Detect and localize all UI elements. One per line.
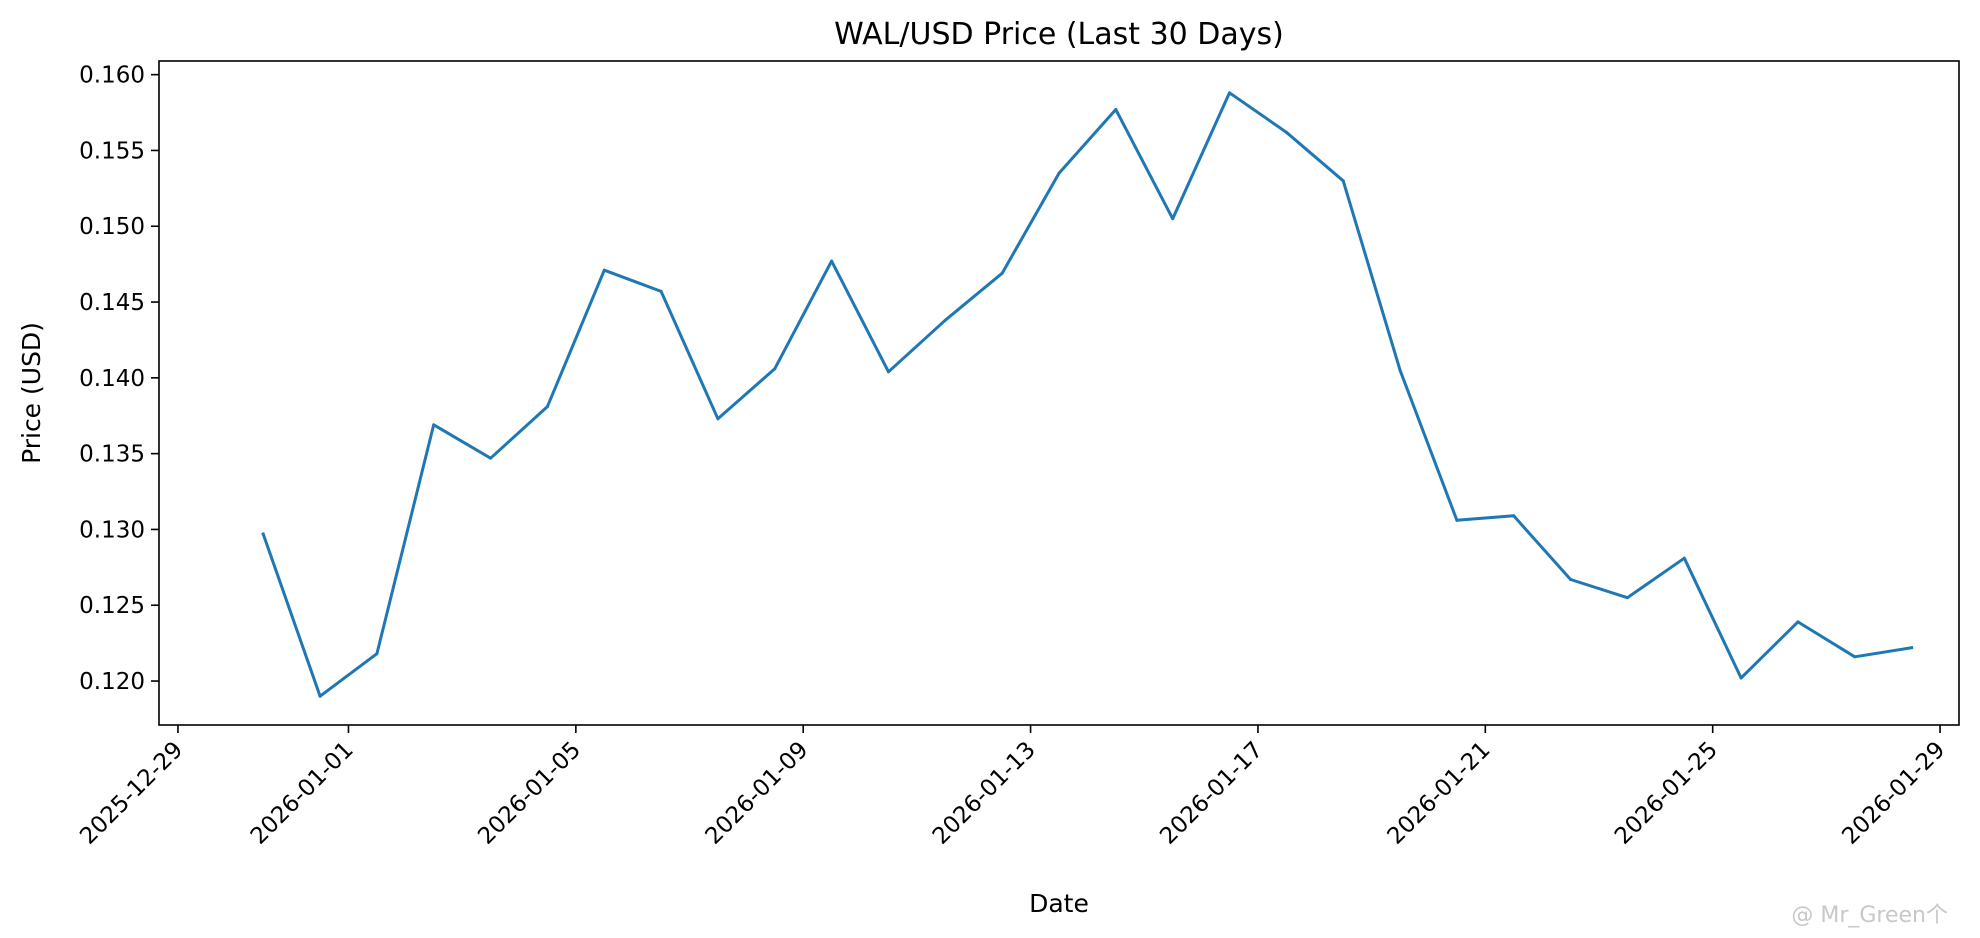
data-point	[1398, 368, 1402, 372]
data-point	[830, 259, 834, 263]
x-axis: 2025-12-29 2026-01-01 2026-01-05 2026-01-09…	[75, 725, 1950, 850]
data-point	[1512, 514, 1516, 518]
x-tick-label: 2026-01-05	[473, 737, 586, 850]
data-point	[1455, 518, 1459, 522]
data-point	[261, 532, 265, 536]
y-tick-label: 0.160	[79, 63, 145, 89]
data-point	[1910, 646, 1914, 650]
y-tick-label: 0.135	[79, 442, 145, 468]
data-point	[375, 652, 379, 656]
data-point	[1569, 577, 1573, 581]
y-axis-label: Price (USD)	[17, 322, 46, 464]
data-point	[318, 694, 322, 698]
data-point	[1853, 655, 1857, 659]
data-point	[1796, 620, 1800, 624]
data-point	[1000, 271, 1004, 275]
price-series-line	[261, 91, 1914, 698]
data-point	[1341, 179, 1345, 183]
data-point	[716, 417, 720, 421]
y-axis: 0.120 0.125 0.130 0.135 0.140 0.145 0.150 0.155…	[79, 63, 159, 695]
x-tick-label: 2026-01-21	[1383, 737, 1496, 850]
y-tick-label: 0.120	[79, 669, 145, 695]
y-tick-label: 0.145	[79, 290, 145, 316]
y-tick-label: 0.125	[79, 593, 145, 619]
data-point	[1114, 108, 1118, 112]
data-point	[1284, 130, 1288, 134]
x-tick-label: 2025-12-29	[75, 737, 188, 850]
data-point	[1057, 171, 1061, 175]
x-tick-label: 2026-01-09	[701, 737, 814, 850]
x-tick-label: 2026-01-25	[1610, 737, 1723, 850]
x-tick-label: 2026-01-17	[1155, 737, 1268, 850]
plot-series	[261, 91, 1914, 698]
x-axis-label: Date	[1029, 889, 1089, 918]
x-tick-label: 2026-01-01	[246, 737, 359, 850]
data-point	[489, 456, 493, 460]
data-point	[1739, 676, 1743, 680]
chart-title: WAL/USD Price (Last 30 Days)	[834, 17, 1284, 52]
data-point	[886, 370, 890, 374]
watermark-text: @ Mr_Green个	[1791, 903, 1948, 928]
data-point	[659, 289, 663, 293]
x-tick-label: 2026-01-29	[1837, 737, 1950, 850]
data-point	[602, 268, 606, 272]
y-tick-label: 0.150	[79, 214, 145, 240]
y-tick-label: 0.140	[79, 366, 145, 392]
data-point	[1625, 596, 1629, 600]
data-point	[432, 423, 436, 427]
data-point	[1682, 556, 1686, 560]
data-point	[943, 318, 947, 322]
data-point	[545, 405, 549, 409]
plot-frame	[158, 60, 1960, 726]
y-tick-label: 0.155	[79, 138, 145, 164]
data-point	[1171, 217, 1175, 221]
data-point	[1228, 91, 1232, 95]
data-point	[773, 367, 777, 371]
y-tick-label: 0.130	[79, 517, 145, 543]
x-tick-label: 2026-01-13	[928, 737, 1041, 850]
